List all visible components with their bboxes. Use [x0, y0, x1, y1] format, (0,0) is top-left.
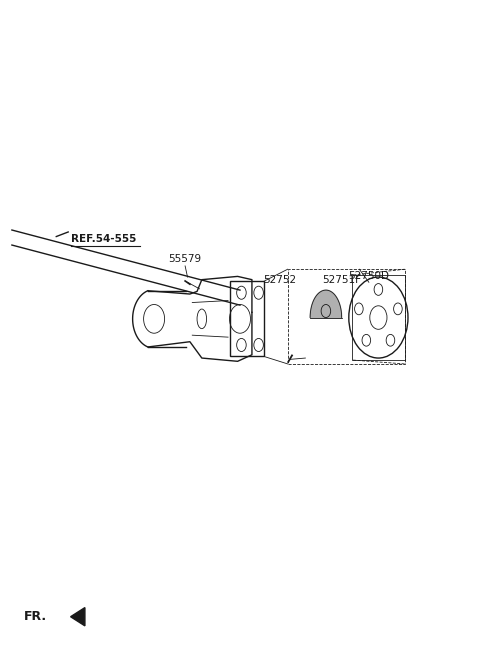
Bar: [288, 269, 405, 364]
Polygon shape: [71, 607, 85, 626]
Bar: [230, 281, 264, 356]
Text: FR.: FR.: [24, 610, 48, 623]
Text: 52750D: 52750D: [348, 271, 389, 281]
Text: 52752: 52752: [263, 275, 296, 285]
Text: REF.54-555: REF.54-555: [71, 234, 136, 245]
Text: 52751F: 52751F: [323, 275, 361, 285]
Polygon shape: [310, 290, 342, 318]
Bar: [352, 275, 405, 360]
Text: 55579: 55579: [168, 254, 202, 264]
